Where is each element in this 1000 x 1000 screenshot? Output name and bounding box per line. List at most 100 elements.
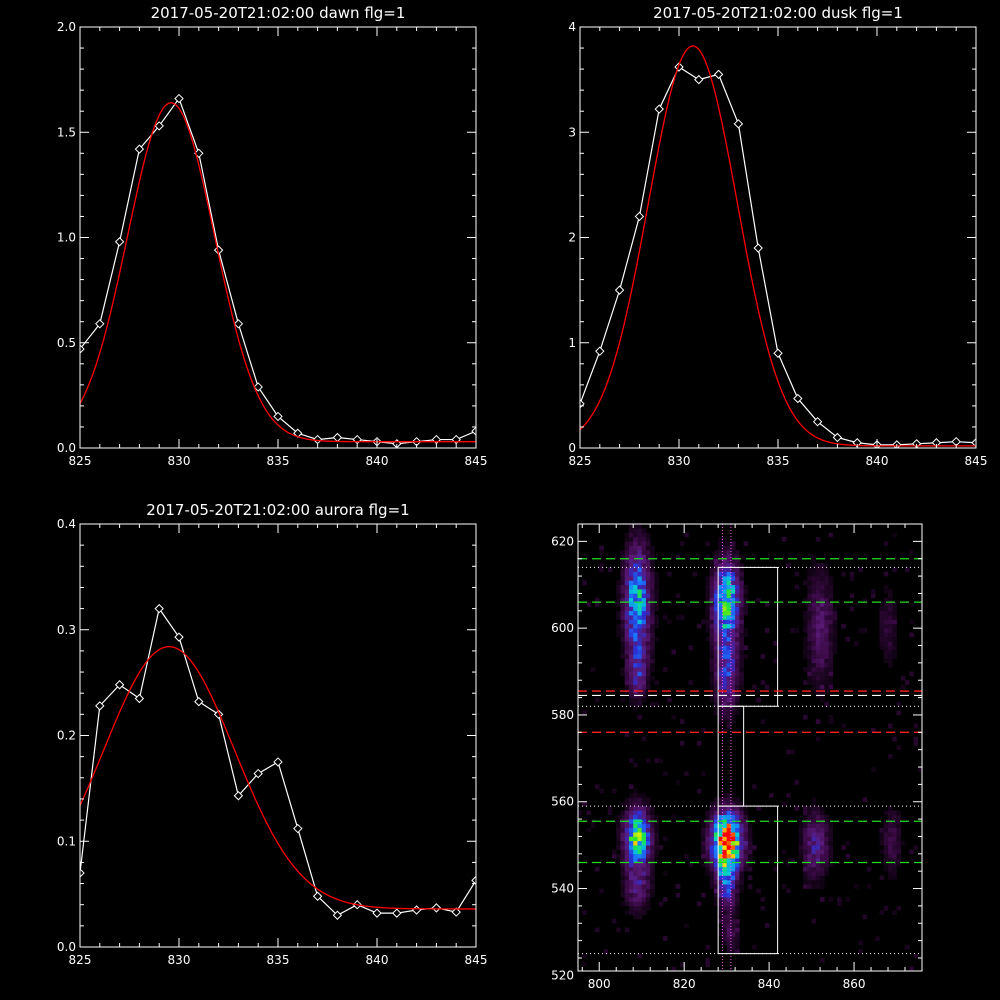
heatmap-cell: [722, 836, 727, 842]
heatmap-cell: [713, 862, 719, 868]
heatmap-cell: [633, 537, 638, 542]
heatmap-cell: [739, 806, 744, 811]
heatmap-cell: [807, 810, 812, 816]
heatmap-cell: [705, 576, 710, 581]
heatmap-cell: [650, 554, 655, 560]
heatmap-cell: [718, 806, 723, 811]
heatmap-cell: [726, 589, 732, 594]
heatmap-cell: [582, 962, 587, 967]
heatmap-cell: [722, 827, 727, 833]
heatmap-cell: [705, 944, 710, 950]
heatmap-cell: [641, 580, 647, 586]
heatmap-cell: [824, 641, 829, 646]
heatmap-cell: [730, 849, 736, 855]
heatmap-cell: [705, 871, 710, 876]
heatmap-cell: [637, 528, 643, 533]
heatmap-cell: [594, 697, 600, 703]
heatmap-cell: [624, 563, 630, 568]
heatmap-cell: [645, 667, 651, 672]
heatmap-cell: [888, 814, 893, 820]
heatmap-cell: [633, 636, 638, 642]
heatmap-cell: [718, 541, 723, 546]
heatmap-cell: [722, 593, 727, 599]
heatmap-cell: [637, 853, 643, 859]
heatmap-cell: [811, 866, 817, 872]
heatmap-cell: [815, 866, 821, 872]
heatmap-cell: [633, 554, 638, 560]
heatmap-cell: [743, 541, 749, 546]
heatmap-cell: [752, 684, 757, 690]
heatmap-cell: [794, 780, 800, 785]
heatmap-cell: [824, 619, 829, 625]
heatmap-cell: [718, 879, 723, 885]
heatmap-cell: [709, 558, 715, 564]
heatmap-cell: [650, 858, 655, 863]
heatmap-cell: [871, 727, 876, 733]
heatmap-cell: [641, 567, 647, 573]
heatmap-cell: [718, 897, 723, 902]
heatmap-cell: [807, 593, 812, 599]
heatmap-cell: [633, 797, 638, 803]
heatmap-cell: [790, 628, 795, 633]
heatmap-cell: [883, 623, 889, 629]
heatmap-cell: [862, 628, 868, 633]
heatmap-cell: [628, 840, 634, 846]
heatmap-cell: [892, 654, 897, 659]
heatmap-cell: [883, 597, 889, 603]
heatmap-cell: [633, 584, 638, 590]
gaussian-fit-line: [80, 646, 476, 910]
heatmap-cell: [645, 645, 651, 651]
heatmap-cell: [739, 632, 744, 638]
heatmap-cell: [713, 567, 719, 573]
heatmap-cell: [709, 858, 715, 863]
heatmap-cell: [803, 862, 808, 868]
x-tick-label: 835: [267, 953, 290, 967]
heatmap-cell: [879, 836, 885, 842]
heatmap-cell: [718, 823, 723, 829]
heatmap-cell: [828, 593, 834, 599]
heatmap-cell: [722, 597, 727, 603]
heatmap-cell: [892, 836, 897, 842]
heatmap-cell: [892, 602, 897, 607]
heatmap-cell: [722, 862, 727, 868]
heatmap-cell: [730, 931, 736, 937]
heatmap-cell: [718, 667, 723, 672]
heatmap-cell: [730, 910, 736, 915]
heatmap-cell: [888, 754, 893, 759]
heatmap-cell: [807, 858, 812, 863]
heatmap-cell: [824, 632, 829, 638]
heatmap-cell: [858, 940, 863, 946]
heatmap-cell: [637, 832, 643, 837]
heatmap-cell: [905, 680, 910, 685]
heatmap-cell: [807, 649, 812, 655]
heatmap-cell: [628, 589, 634, 594]
heatmap-cell: [705, 957, 710, 963]
heatmap-cell: [628, 580, 634, 586]
heatmap-cell: [756, 888, 761, 894]
heatmap-cell: [718, 910, 723, 915]
heatmap-cell: [628, 554, 634, 560]
heatmap-cell: [888, 858, 893, 863]
heatmap-cell: [811, 849, 817, 855]
heatmap-cell: [599, 563, 604, 568]
heatmap-cell: [743, 823, 749, 829]
heatmap-cell: [620, 671, 626, 677]
heatmap-cell: [726, 671, 732, 677]
heatmap-cell: [650, 558, 655, 564]
heatmap-cell: [624, 576, 630, 581]
heatmap-cell: [624, 610, 630, 616]
heatmap-cell: [722, 667, 727, 672]
heatmap-cell: [718, 580, 723, 586]
heatmap-cell: [662, 897, 668, 902]
heatmap-cell: [722, 849, 727, 855]
heatmap-cell: [735, 918, 740, 924]
heatmap-cell: [820, 675, 825, 681]
heatmap-cell: [888, 662, 893, 668]
heatmap-cell: [705, 810, 710, 816]
heatmap-cell: [645, 888, 651, 894]
heatmap-cell: [735, 884, 740, 889]
heatmap-cell: [739, 680, 744, 685]
heatmap-cell: [735, 558, 740, 564]
heatmap-cell: [798, 827, 804, 833]
heatmap-cell: [786, 749, 791, 755]
